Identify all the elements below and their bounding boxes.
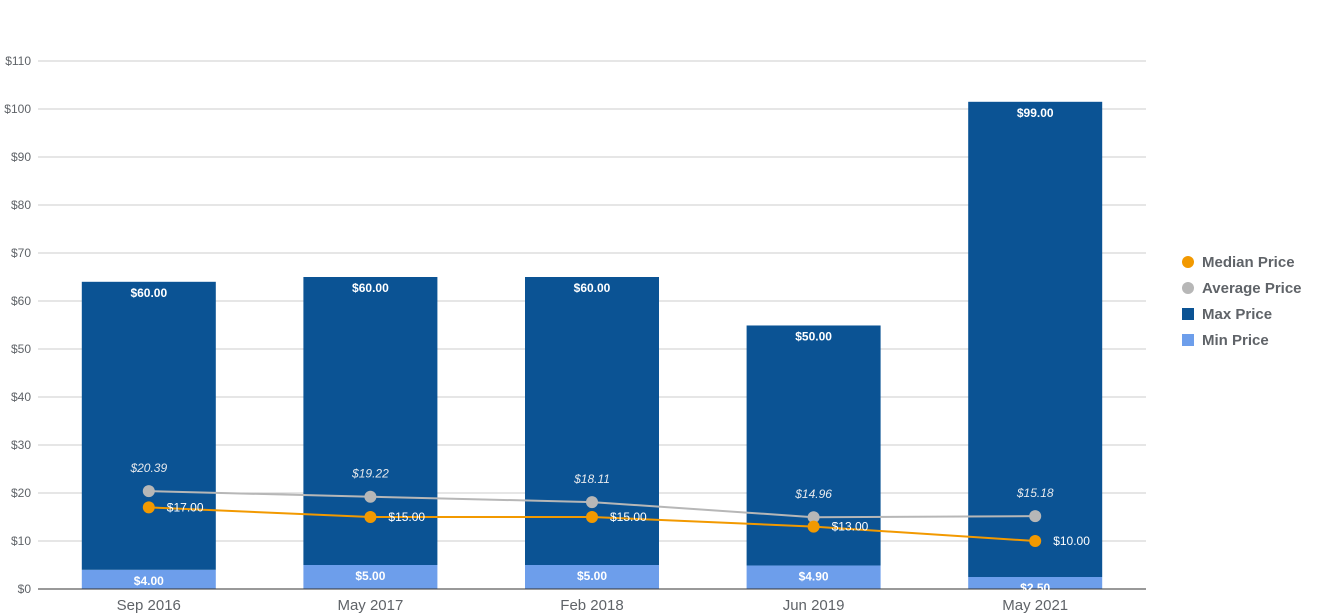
y-tick-label-0: $0 bbox=[18, 582, 32, 596]
x-tick-label-sep-2016: Sep 2016 bbox=[117, 597, 181, 613]
y-axis-tick-labels: $0 $10 $20 $30 $40 $50 $60 $70 $80 $90 $100 $110 bbox=[4, 54, 31, 596]
legend-item-average-price: Average Price bbox=[1182, 280, 1302, 297]
bar-label-max-price-may-2017: $60.00 bbox=[352, 281, 389, 295]
legend-label-average-price: Average Price bbox=[1202, 280, 1302, 297]
y-tick-label-60: $60 bbox=[11, 294, 31, 308]
point-median-price-sep-2016 bbox=[142, 501, 155, 514]
data-label-average-price-may-2017: $19.22 bbox=[351, 467, 389, 481]
y-tick-label-70: $70 bbox=[11, 246, 31, 260]
bar-data-labels: $4.00 $60.00 $5.00 $60.00 $5.00 $60.00 $4.90 $5… bbox=[130, 106, 1053, 595]
point-median-price-may-2021 bbox=[1029, 535, 1042, 547]
bar-min-price-sep-2016 bbox=[81, 569, 216, 589]
legend-item-min-price: Min Price bbox=[1182, 332, 1269, 349]
legend-marker-min-price bbox=[1182, 334, 1194, 346]
point-median-price-may-2017 bbox=[364, 511, 377, 523]
y-tick-label-50: $50 bbox=[11, 342, 31, 356]
lines: $20.39 $19.22 $18.11 $14.96 $15.18 $17.00 $15.… bbox=[129, 461, 1090, 548]
legend-label-max-price: Max Price bbox=[1202, 306, 1272, 323]
bar-label-min-price-may-2017: $5.00 bbox=[355, 569, 385, 583]
bar-label-min-price-sep-2016: $4.00 bbox=[134, 574, 164, 588]
legend-item-median-price: Median Price bbox=[1182, 254, 1295, 271]
data-label-average-price-jun-2019: $14.96 bbox=[794, 487, 832, 501]
point-median-price-feb-2018 bbox=[586, 511, 598, 523]
bar-min-price-may-2021 bbox=[968, 577, 1103, 589]
legend-marker-max-price bbox=[1182, 308, 1194, 320]
point-average-price-sep-2016 bbox=[142, 485, 155, 498]
y-tick-label-40: $40 bbox=[11, 390, 31, 404]
legend-marker-median-price bbox=[1182, 256, 1194, 268]
legend: Median Price Average Price Max Price Min Pr… bbox=[1182, 254, 1302, 349]
bar-max-price-sep-2016 bbox=[81, 281, 216, 570]
bar-label-min-price-feb-2018: $5.00 bbox=[577, 569, 607, 583]
point-average-price-may-2021 bbox=[1029, 510, 1042, 523]
data-label-median-price-may-2017: $15.00 bbox=[388, 510, 425, 524]
bar-label-max-price-feb-2018: $60.00 bbox=[574, 281, 611, 295]
bar-min-price-feb-2018 bbox=[525, 565, 659, 589]
x-axis-category-labels: Sep 2016 May 2017 Feb 2018 Jun 2019 May 2021 bbox=[117, 597, 1068, 613]
point-average-price-feb-2018 bbox=[586, 496, 598, 509]
y-tick-label-80: $80 bbox=[11, 198, 31, 212]
y-tick-label-30: $30 bbox=[11, 438, 31, 452]
y-tick-label-110: $110 bbox=[5, 54, 31, 68]
bar-max-price-may-2021 bbox=[968, 101, 1103, 578]
data-label-median-price-sep-2016: $17.00 bbox=[167, 500, 204, 514]
y-tick-label-90: $90 bbox=[11, 150, 31, 164]
data-label-median-price-may-2021: $10.00 bbox=[1053, 534, 1090, 548]
bar-min-price-jun-2019 bbox=[746, 565, 881, 589]
y-tick-label-20: $20 bbox=[11, 486, 31, 500]
legend-item-max-price: Max Price bbox=[1182, 306, 1272, 323]
legend-label-min-price: Min Price bbox=[1202, 332, 1269, 349]
point-median-price-jun-2019 bbox=[807, 520, 820, 533]
legend-marker-average-price bbox=[1182, 282, 1194, 294]
x-tick-label-jun-2019: Jun 2019 bbox=[783, 597, 845, 613]
data-label-average-price-feb-2018: $18.11 bbox=[573, 472, 610, 486]
point-average-price-jun-2019 bbox=[807, 511, 820, 524]
x-tick-label-feb-2018: Feb 2018 bbox=[560, 597, 623, 613]
data-label-average-price-sep-2016: $20.39 bbox=[129, 461, 167, 475]
x-tick-label-may-2021: May 2021 bbox=[1002, 597, 1068, 613]
bar-label-min-price-jun-2019: $4.90 bbox=[799, 569, 829, 583]
bar-label-max-price-jun-2019: $50.00 bbox=[795, 329, 832, 343]
bar-min-price-may-2017 bbox=[303, 565, 438, 589]
y-tick-label-100: $100 bbox=[4, 102, 31, 116]
legend-label-median-price: Median Price bbox=[1202, 254, 1295, 271]
y-tick-label-10: $10 bbox=[11, 534, 31, 548]
bar-label-max-price-sep-2016: $60.00 bbox=[130, 286, 167, 300]
data-label-median-price-jun-2019: $13.00 bbox=[832, 520, 869, 534]
data-label-median-price-feb-2018: $15.00 bbox=[610, 510, 647, 524]
data-label-average-price-may-2021: $15.18 bbox=[1016, 486, 1054, 500]
bar-label-max-price-may-2021: $99.00 bbox=[1017, 106, 1054, 120]
bar-label-min-price-may-2021: $2.50 bbox=[1020, 581, 1050, 595]
x-tick-label-may-2017: May 2017 bbox=[337, 597, 403, 613]
point-average-price-may-2017 bbox=[364, 490, 377, 503]
